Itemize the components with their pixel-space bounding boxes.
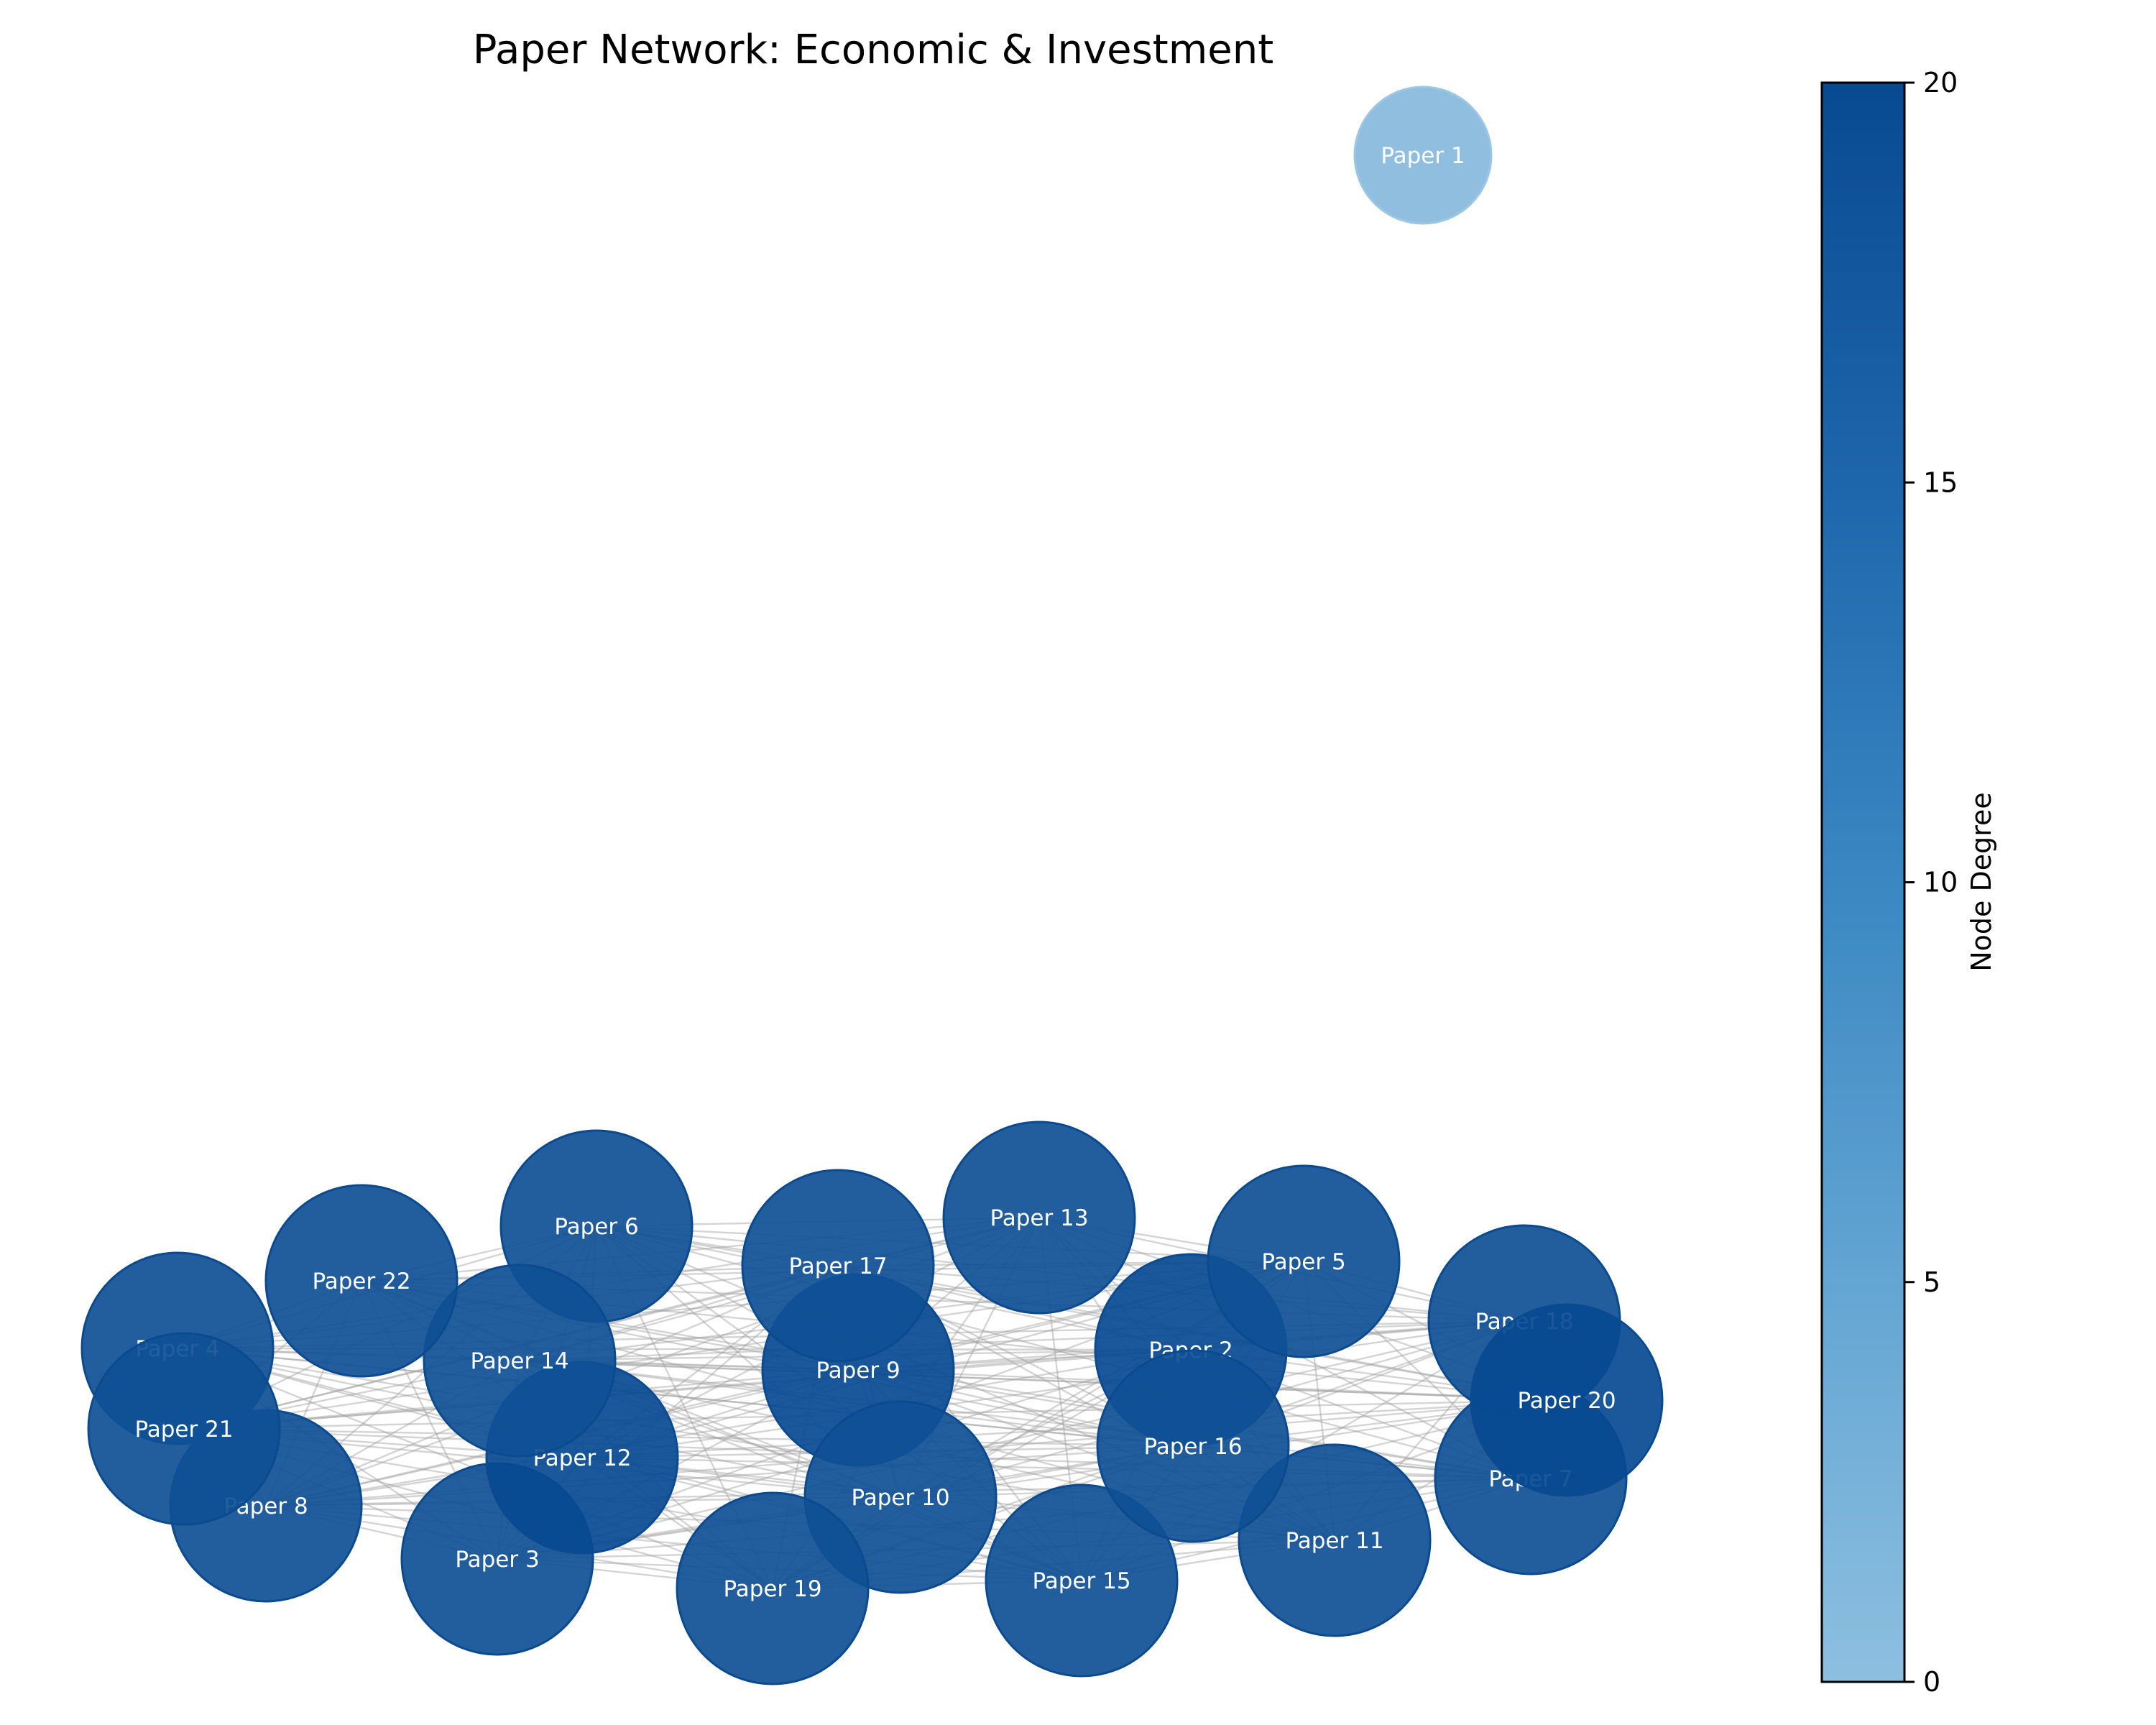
node-label: Paper 13 <box>990 1205 1088 1231</box>
node-paper-17: Paper 17 <box>741 1169 935 1363</box>
node-label: Paper 15 <box>1032 1568 1130 1594</box>
node-label: Paper 11 <box>1285 1528 1383 1554</box>
node-label: Paper 19 <box>723 1576 821 1602</box>
node-circle <box>741 1169 935 1363</box>
node-label: Paper 22 <box>312 1269 410 1294</box>
node-label: Paper 14 <box>470 1348 568 1374</box>
colorbar: 0 5 10 15 20 Node Degree <box>1820 67 1997 1698</box>
node-circle <box>1470 1303 1664 1497</box>
edge <box>497 1320 1525 1560</box>
node-paper-5: Paper 5 <box>1207 1164 1401 1358</box>
node-circle <box>1353 86 1493 225</box>
node-label: Paper 6 <box>554 1214 638 1240</box>
node-circle <box>264 1184 459 1378</box>
colorbar-tick-label: 10 <box>1923 867 1958 898</box>
node-paper-11: Paper 11 <box>1238 1443 1432 1637</box>
edge <box>265 1445 1194 1507</box>
node-paper-16: Paper 16 <box>1096 1349 1290 1543</box>
edge <box>519 1359 1567 1402</box>
colorbar-label: Node Degree <box>1966 792 1997 972</box>
node-paper-21: Paper 21 <box>87 1332 281 1526</box>
node-circle <box>942 1121 1136 1315</box>
node-paper-15: Paper 15 <box>985 1484 1179 1678</box>
node-circle <box>676 1491 870 1685</box>
edge <box>265 1348 1192 1507</box>
colorbar-gradient <box>1820 81 1906 1683</box>
node-paper-22: Paper 22 <box>264 1184 459 1378</box>
colorbar-tick-label: 20 <box>1923 67 1958 98</box>
edge <box>497 1399 1567 1560</box>
colorbar-ticks: 0 5 10 15 20 <box>1904 67 1958 1698</box>
edge <box>183 1348 1192 1430</box>
node-label: Paper 5 <box>1261 1249 1345 1275</box>
node-label: Paper 17 <box>788 1254 887 1279</box>
node-circle <box>985 1484 1179 1678</box>
node-label: Paper 21 <box>134 1417 233 1443</box>
node-paper-1: Paper 1 <box>1353 86 1493 225</box>
edge <box>581 1399 1567 1459</box>
node-circle <box>1096 1349 1290 1543</box>
node-label: Paper 16 <box>1143 1434 1242 1460</box>
colorbar-tick-label: 15 <box>1923 466 1958 498</box>
edge <box>581 1320 1525 1459</box>
edge <box>183 1427 1194 1448</box>
node-circle <box>87 1332 281 1526</box>
node-circle <box>1238 1443 1432 1637</box>
node-paper-14: Paper 14 <box>423 1264 617 1458</box>
node-paper-20: Paper 20 <box>1470 1303 1664 1497</box>
node-circle <box>1207 1164 1401 1358</box>
colorbar-tick-label: 5 <box>1923 1266 1940 1298</box>
colorbar-tick-label: 0 <box>1923 1666 1940 1698</box>
node-paper-13: Paper 13 <box>942 1121 1136 1315</box>
node-label: Paper 3 <box>455 1547 539 1573</box>
node-label: Paper 10 <box>851 1485 949 1511</box>
node-circle <box>423 1264 617 1458</box>
node-paper-19: Paper 19 <box>676 1491 870 1685</box>
node-label: Paper 1 <box>1381 143 1465 169</box>
chart-title: Paper Network: Economic & Investment <box>473 27 1273 73</box>
node-label: Paper 20 <box>1517 1388 1616 1414</box>
